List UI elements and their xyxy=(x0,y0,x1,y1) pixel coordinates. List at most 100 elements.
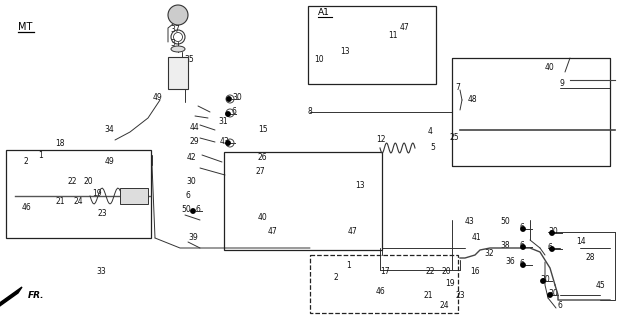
Text: 6: 6 xyxy=(519,260,524,268)
Circle shape xyxy=(227,97,231,101)
Text: 3: 3 xyxy=(170,38,175,47)
Text: 36: 36 xyxy=(505,258,515,267)
Text: 37: 37 xyxy=(170,25,180,34)
Text: 10: 10 xyxy=(314,55,324,65)
Circle shape xyxy=(226,112,230,116)
Text: 41: 41 xyxy=(472,234,481,243)
Circle shape xyxy=(550,247,554,251)
Text: 2: 2 xyxy=(334,274,339,283)
Text: 31: 31 xyxy=(218,117,228,126)
Text: 49: 49 xyxy=(153,93,163,102)
Text: FR.: FR. xyxy=(28,291,45,300)
Text: 39: 39 xyxy=(188,234,198,243)
Text: 35: 35 xyxy=(184,55,194,65)
Bar xyxy=(308,6,436,84)
Text: 15: 15 xyxy=(258,125,268,134)
Text: 29: 29 xyxy=(190,138,199,147)
Text: 17: 17 xyxy=(380,268,389,276)
Text: 25: 25 xyxy=(450,133,459,142)
Text: 21: 21 xyxy=(423,292,432,300)
Circle shape xyxy=(548,293,552,297)
Text: 27: 27 xyxy=(255,167,264,177)
Text: 40: 40 xyxy=(258,213,268,222)
Text: 9: 9 xyxy=(560,79,565,89)
Text: 6: 6 xyxy=(196,205,201,214)
Text: 49: 49 xyxy=(105,157,115,166)
Text: 47: 47 xyxy=(268,228,278,236)
Text: 34: 34 xyxy=(104,125,114,134)
Text: 45: 45 xyxy=(596,282,606,291)
Bar xyxy=(120,188,148,204)
Text: 40: 40 xyxy=(545,63,555,73)
Text: 6: 6 xyxy=(558,300,563,309)
Text: 50: 50 xyxy=(500,218,510,227)
Circle shape xyxy=(521,227,525,231)
Text: 13: 13 xyxy=(340,47,350,57)
Text: 13: 13 xyxy=(355,180,365,189)
Text: 42: 42 xyxy=(187,154,197,163)
Bar xyxy=(168,57,188,89)
Text: 6: 6 xyxy=(519,242,524,251)
Text: 36: 36 xyxy=(175,9,185,18)
Circle shape xyxy=(191,209,195,213)
Text: 26: 26 xyxy=(258,154,268,163)
Circle shape xyxy=(226,141,230,145)
Text: 21: 21 xyxy=(55,197,64,206)
Text: 6: 6 xyxy=(186,191,191,201)
Text: 19: 19 xyxy=(445,279,454,289)
Text: 30: 30 xyxy=(232,93,242,102)
Text: 19: 19 xyxy=(92,188,102,197)
Text: 24: 24 xyxy=(74,197,84,206)
Text: 22: 22 xyxy=(425,268,435,276)
Text: 5: 5 xyxy=(430,143,435,153)
Bar xyxy=(224,152,382,250)
Bar xyxy=(310,255,458,313)
Circle shape xyxy=(168,5,188,25)
Text: 14: 14 xyxy=(576,237,586,246)
Ellipse shape xyxy=(171,46,185,52)
Text: 30: 30 xyxy=(548,290,558,299)
Text: 16: 16 xyxy=(470,268,480,276)
Text: 50: 50 xyxy=(181,205,191,214)
Text: 33: 33 xyxy=(96,268,106,276)
Text: 11: 11 xyxy=(388,31,398,41)
Text: 6: 6 xyxy=(548,244,553,252)
Text: 46: 46 xyxy=(22,204,32,212)
Polygon shape xyxy=(0,287,22,309)
Text: 46: 46 xyxy=(376,287,386,297)
Bar xyxy=(6,150,151,238)
Bar xyxy=(452,58,610,166)
Text: 2: 2 xyxy=(24,157,29,166)
Text: 47: 47 xyxy=(348,228,358,236)
Text: 20: 20 xyxy=(84,178,93,187)
Circle shape xyxy=(541,279,545,283)
Text: A1: A1 xyxy=(318,8,330,17)
Text: 6: 6 xyxy=(232,108,237,116)
Text: 23: 23 xyxy=(98,210,108,219)
Text: 20: 20 xyxy=(442,268,452,276)
Text: 23: 23 xyxy=(456,292,466,300)
Text: 4: 4 xyxy=(428,127,433,137)
Text: 38: 38 xyxy=(500,242,510,251)
Text: 43: 43 xyxy=(465,218,475,227)
Text: 28: 28 xyxy=(585,253,594,262)
Text: 30: 30 xyxy=(186,178,196,187)
Circle shape xyxy=(521,263,525,267)
Text: MT: MT xyxy=(18,22,32,32)
Text: 7: 7 xyxy=(455,84,460,92)
Text: 1: 1 xyxy=(38,150,43,159)
Text: 44: 44 xyxy=(190,124,200,132)
Text: 8: 8 xyxy=(308,108,313,116)
Text: 47: 47 xyxy=(400,23,410,33)
Text: 32: 32 xyxy=(484,250,493,259)
Text: 48: 48 xyxy=(468,95,478,105)
Text: 30: 30 xyxy=(540,276,550,284)
Text: 22: 22 xyxy=(68,178,78,187)
Text: 43: 43 xyxy=(220,138,230,147)
Text: 18: 18 xyxy=(55,139,64,148)
Text: 30: 30 xyxy=(548,228,558,236)
Circle shape xyxy=(550,231,554,235)
Text: 12: 12 xyxy=(376,135,386,145)
Circle shape xyxy=(521,245,525,249)
Text: 6: 6 xyxy=(519,223,524,233)
